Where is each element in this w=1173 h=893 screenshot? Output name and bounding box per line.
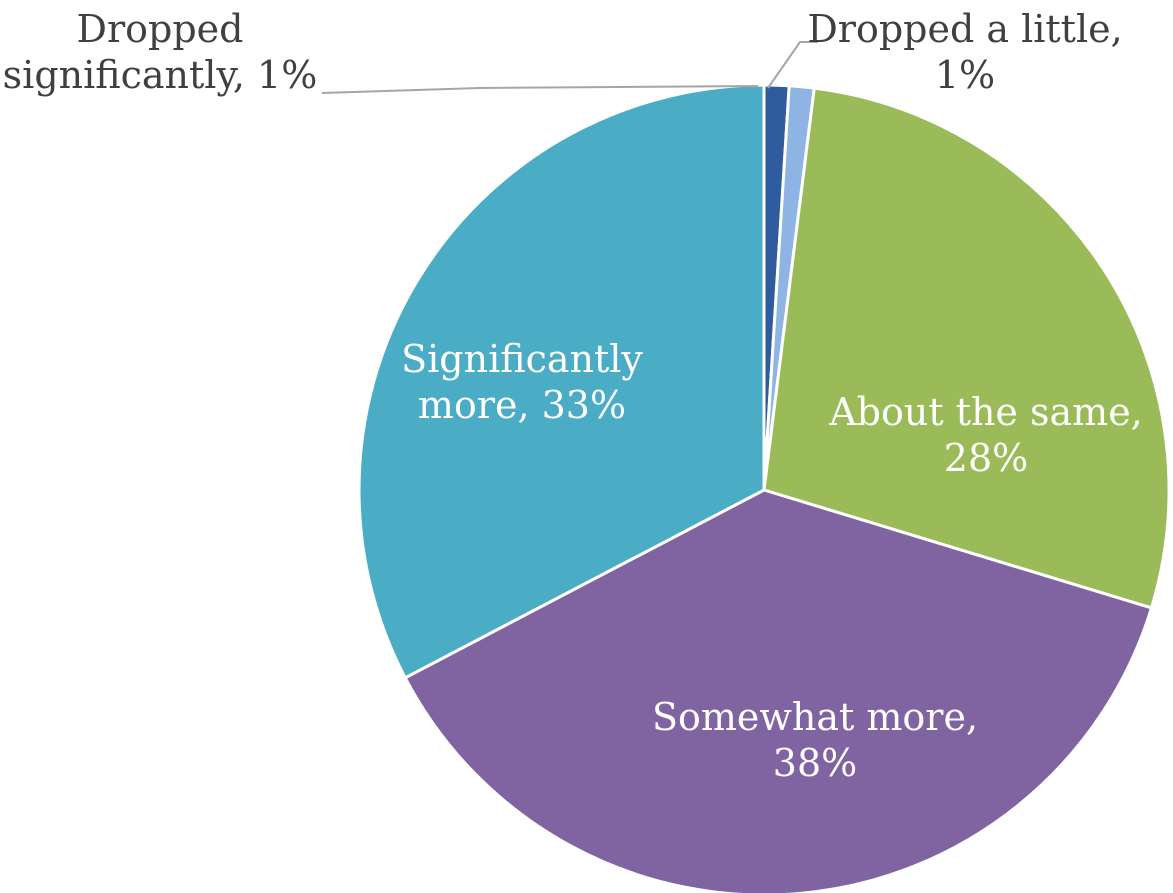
data-label-significantly-more: Significantly more, 33% [401,337,643,427]
data-label-line: significantly, 1% [3,53,318,97]
pie-slice-significantly-more [357,83,766,680]
data-label-line: Dropped [77,7,244,51]
data-label-line: Significantly [401,337,643,381]
data-label-line: Somewhat more, [652,695,978,739]
data-label-line: 38% [773,741,857,785]
leader-line-dropped-significantly [321,85,759,94]
leader-line-dropped-a-little [767,41,818,89]
data-label-somewhat-more: Somewhat more, 38% [652,695,978,785]
data-label-line: 28% [944,436,1028,480]
data-label-dropped-a-little: Dropped a little, 1% [807,7,1122,97]
data-label-line: Dropped a little, [807,7,1122,51]
data-label-line: About the same, [828,390,1143,434]
data-label-about-the-same: About the same, 28% [828,390,1143,480]
pie-slice-about-the-same [762,86,1171,610]
data-labels: Dropped significantly, 1% Dropped a little… [3,7,1143,785]
data-label-line: more, 33% [418,383,626,427]
data-label-line: 1% [935,53,995,97]
data-label-dropped-significantly: Dropped significantly, 1% [3,7,318,97]
pie-slice-somewhat-more [403,488,1153,893]
pie-slices [357,83,1171,893]
